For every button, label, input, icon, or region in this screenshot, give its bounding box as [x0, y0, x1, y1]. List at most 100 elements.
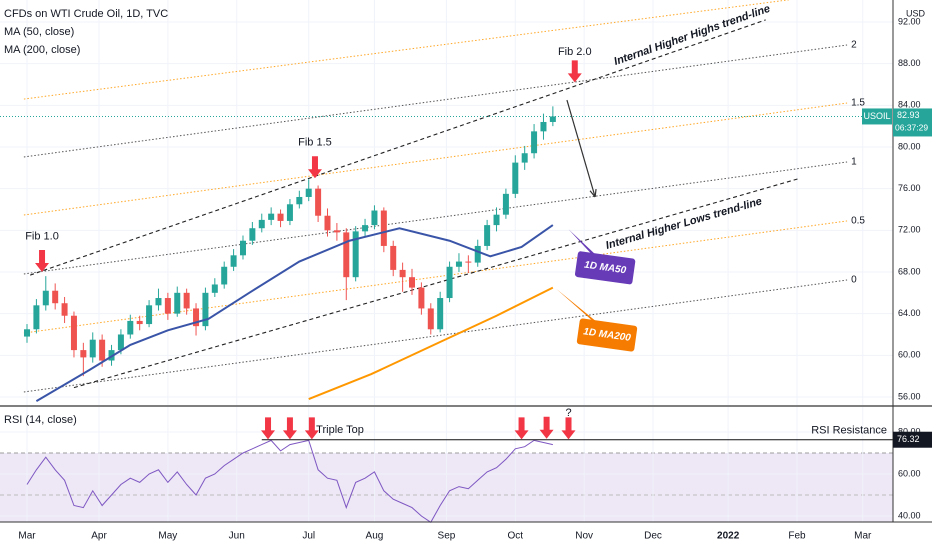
candle-body — [221, 266, 228, 285]
candle-body — [99, 339, 106, 361]
indicator-label: MA (200, close) — [4, 44, 80, 56]
candle-body — [390, 245, 397, 270]
rsi-arrow — [539, 416, 554, 439]
fib-label: 1 — [851, 157, 857, 168]
candle-body — [258, 219, 265, 229]
candle-body — [493, 214, 500, 226]
rsi-arrow — [304, 417, 319, 440]
fib-label: 0.5 — [851, 216, 865, 227]
candle-body — [343, 232, 350, 278]
rsi-arrow — [514, 417, 529, 440]
candle-body — [362, 225, 369, 232]
rsi-title: RSI (14, close) — [4, 414, 77, 426]
y-tick-label: 72.00 — [898, 225, 921, 235]
candle-body — [117, 334, 124, 351]
y-tick-label: 64.00 — [898, 308, 921, 318]
moving-average — [308, 286, 554, 400]
candle-body — [333, 230, 340, 233]
rsi-value-tag — [893, 431, 932, 448]
annotation-arrow — [567, 60, 582, 83]
fib-level — [23, 44, 848, 158]
fib-label: 1.5 — [851, 98, 865, 109]
callout-box — [576, 318, 638, 352]
projection-arrow-head — [589, 188, 597, 198]
moving-average — [35, 224, 554, 403]
y-tick-label: 56.00 — [898, 391, 921, 401]
candle-body — [230, 255, 237, 267]
fib-level — [23, 0, 792, 100]
candle-body — [380, 210, 387, 246]
candle-body — [70, 315, 77, 351]
candle-body — [399, 269, 406, 278]
candle-body — [446, 266, 453, 299]
x-tick-label: Nov — [575, 531, 593, 542]
y-tick-label: 40.00 — [898, 510, 921, 520]
candle-body — [531, 131, 538, 154]
x-tick-label: Jun — [229, 531, 245, 542]
rsi-resistance-label: RSI Resistance — [811, 425, 887, 437]
callout-box — [574, 251, 636, 285]
candle-body — [202, 292, 209, 327]
x-tick-label: 2022 — [717, 531, 740, 542]
x-tick-label: Mar — [18, 531, 36, 542]
annotation: Fib 2.0 — [558, 46, 592, 58]
symbol-tag — [862, 108, 892, 125]
price-label: 82.93 — [897, 110, 920, 120]
candle-body — [324, 215, 331, 231]
trendline — [29, 19, 766, 276]
rsi-arrow — [561, 417, 576, 440]
candle-body — [268, 213, 275, 220]
candle-body — [484, 225, 491, 246]
y-tick-label: 80.00 — [898, 426, 921, 436]
chart-title: CFDs on WTI Crude Oil, 1D, TVC — [4, 8, 168, 20]
candle-body — [42, 290, 49, 306]
x-tick-label: Jul — [302, 531, 315, 542]
candle-body — [277, 213, 284, 221]
candle-body — [155, 298, 162, 306]
fib-level — [23, 279, 848, 393]
candle-body — [239, 240, 246, 256]
candle-body — [418, 287, 425, 309]
fib-label: 0 — [851, 275, 857, 286]
candle-body — [127, 320, 134, 335]
y-tick-label: 68.00 — [898, 266, 921, 276]
candle-body — [521, 153, 528, 163]
y-tick-label: 80.00 — [898, 141, 921, 151]
candle-body — [474, 245, 481, 263]
candle-body — [146, 305, 153, 325]
candle-body — [183, 292, 190, 309]
x-tick-label: Oct — [508, 531, 524, 542]
fib-layer: 0 0.5 1 1.5 2 — [0, 0, 893, 393]
candle-body — [455, 261, 462, 267]
candle-body — [52, 290, 59, 304]
countdown-label: 06:37:29 — [895, 123, 928, 133]
rsi-annotation: Triple Top — [316, 424, 364, 436]
annotation-arrow — [35, 249, 50, 272]
x-tick-label: Mar — [854, 531, 872, 542]
annotation: Fib 1.0 — [25, 230, 59, 242]
candle-body — [352, 231, 359, 278]
y-tick-label: 76.00 — [898, 183, 921, 193]
candle-body — [371, 210, 378, 226]
rsi-arrow — [282, 417, 297, 440]
rsi-arrow — [261, 417, 276, 440]
candle-body — [249, 228, 256, 241]
candle-body — [89, 339, 96, 358]
candle-body — [540, 121, 547, 132]
x-tick-label: Apr — [91, 531, 107, 542]
top-layer: USOIL 82.93 06:37:29 76.32 — [862, 108, 932, 448]
candle-body — [211, 284, 218, 293]
candle-body — [315, 188, 322, 216]
x-tick-label: Sep — [438, 531, 456, 542]
main-layer — [24, 106, 556, 524]
candle-body — [427, 308, 434, 330]
candle-body — [409, 277, 416, 288]
rsi-line — [26, 439, 553, 524]
x-tick-label: Dec — [644, 531, 662, 542]
y-tick-label: 84.00 — [898, 100, 921, 110]
fib-level — [23, 102, 848, 216]
x-tick-label: Feb — [788, 531, 806, 542]
symbol-label: USOIL — [863, 111, 890, 121]
